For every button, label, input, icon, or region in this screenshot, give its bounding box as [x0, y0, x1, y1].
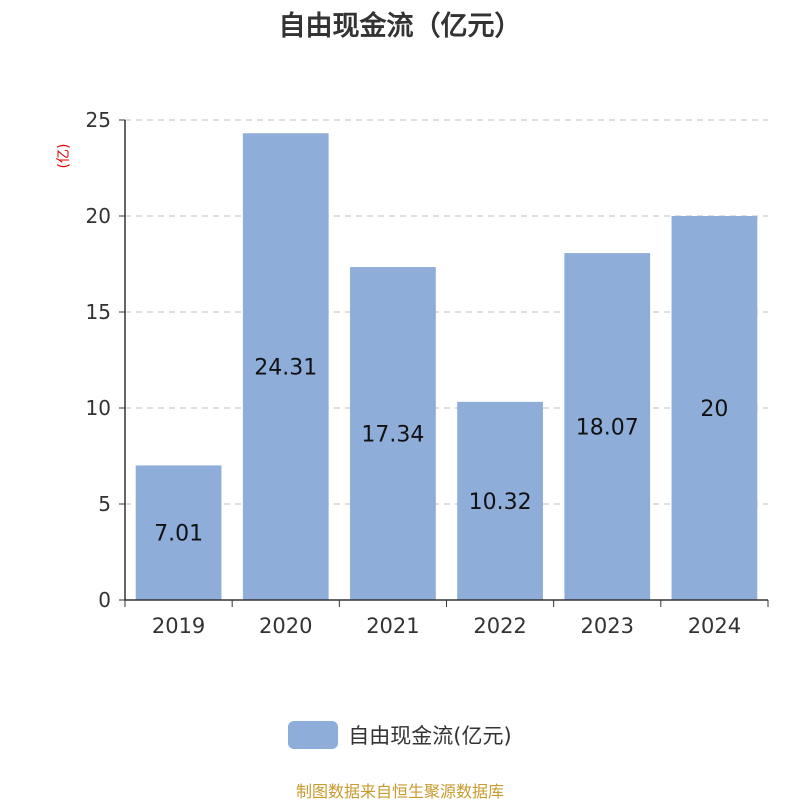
grid-lines — [125, 119, 768, 505]
y-axis-unit-label: (亿) — [56, 144, 72, 169]
bar — [457, 401, 543, 600]
data-label: 18.07 — [576, 416, 639, 441]
y-tick-label: 15 — [86, 300, 111, 324]
bars: 7.01 24.31 17.34 10.32 18.07 20 — [135, 133, 758, 601]
chart-title: 自由现金流（亿元） — [278, 11, 522, 42]
bar — [135, 465, 222, 600]
x-tick-label: 2021 — [366, 614, 419, 638]
source-footer: 制图数据来自恒生聚源数据库 — [295, 782, 504, 801]
bar — [671, 216, 758, 600]
axes: 0 5 10 15 20 25 2019 2020 2021 2022 2023 2024 — [86, 108, 769, 638]
y-tick-label: 5 — [98, 492, 111, 516]
bar — [350, 267, 436, 600]
y-tick-label: 25 — [86, 108, 111, 132]
data-label: 24.31 — [254, 356, 317, 381]
bar — [242, 133, 329, 601]
legend-label: 自由现金流(亿元) — [348, 724, 512, 748]
x-tick-label: 2020 — [259, 614, 312, 638]
y-tick-label: 0 — [98, 588, 111, 612]
data-label: 10.32 — [469, 490, 532, 515]
legend-swatch — [288, 721, 339, 749]
x-tick-label: 2024 — [688, 614, 741, 638]
x-tick-label: 2019 — [152, 614, 205, 638]
y-tick-label: 20 — [86, 204, 111, 228]
legend[interactable]: 自由现金流(亿元) — [0, 720, 800, 750]
data-label: 7.01 — [154, 522, 203, 547]
x-tick-label: 2022 — [473, 614, 526, 638]
data-label: 20 — [700, 397, 728, 422]
data-label: 17.34 — [361, 423, 424, 448]
x-tick-label: 2023 — [581, 614, 634, 638]
bar — [564, 253, 651, 600]
y-tick-label: 10 — [86, 396, 111, 420]
